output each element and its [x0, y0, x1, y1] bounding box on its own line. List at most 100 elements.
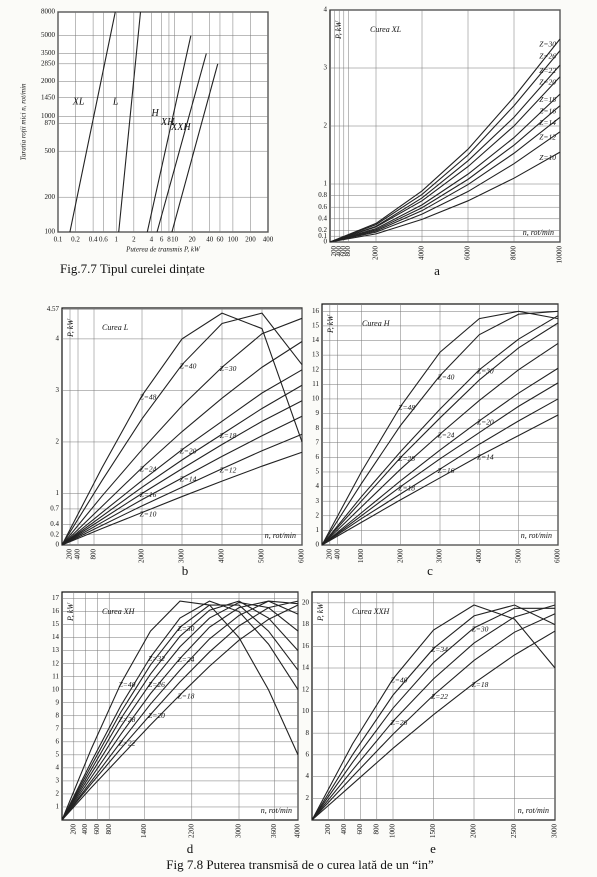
x-tick-label: 200 — [325, 549, 333, 560]
y-tick-label: 15 — [52, 620, 60, 628]
curve — [61, 317, 303, 546]
caption: c — [427, 563, 433, 578]
curve — [321, 342, 559, 546]
y-tick-label: 6 — [306, 750, 310, 758]
curve — [311, 613, 556, 821]
y-tick-label: 0 — [324, 238, 328, 246]
y-axis-label: P, kW — [334, 20, 343, 40]
curve — [61, 312, 303, 546]
curve — [329, 76, 561, 243]
y-tick-label: 4 — [56, 335, 60, 343]
y-tick-label: 11 — [52, 672, 59, 680]
y-tick-label: 12 — [302, 685, 310, 693]
x-tick-label: 1400 — [140, 824, 148, 839]
y-tick-label: 5 — [56, 750, 60, 758]
curve — [61, 433, 303, 546]
curve — [61, 600, 299, 821]
series-label: Z=20 — [539, 77, 556, 86]
curve — [61, 600, 299, 821]
y-tick-label: 9 — [316, 409, 320, 417]
caption: b — [182, 563, 189, 578]
series-label: Z=16 — [438, 466, 455, 475]
caption: Fig.7.7 Tipul curelei dințate — [60, 261, 205, 276]
y-tick-label: 2 — [316, 511, 320, 519]
curve — [311, 607, 555, 821]
y-tick-label: 1 — [56, 489, 60, 497]
x-tick-label: 0.2 — [71, 236, 80, 244]
series-label: Z=20 — [148, 711, 165, 720]
curve — [321, 315, 559, 546]
x-tick-label: 400 — [340, 824, 348, 835]
curve — [61, 369, 303, 546]
figure-caption: Fig 7.8 Puterea transmisă de o curea lat… — [166, 857, 434, 872]
y-tick-label: 14 — [302, 664, 310, 672]
x-tick-label: 400 — [74, 549, 82, 560]
x-tick-label: 20 — [189, 236, 197, 244]
y-tick-label: 11 — [312, 380, 319, 388]
curve — [61, 604, 299, 821]
y-tick-label: 1 — [324, 180, 328, 188]
x-tick-label: 2000 — [138, 549, 146, 564]
series-label: Z=40 — [180, 361, 197, 370]
x-tick-label: 2000 — [396, 549, 404, 564]
series-label: Z=10 — [539, 153, 556, 162]
y-axis-label: P, kW — [66, 602, 75, 622]
y-tick-label: 2000 — [41, 77, 56, 85]
y-axis-label: P, kW — [316, 602, 325, 622]
curve — [61, 600, 299, 821]
series-label: Z=18 — [178, 692, 195, 701]
series-label: Z=26 — [539, 51, 556, 60]
y-tick-label: 7 — [316, 438, 320, 446]
y-tick-label: 100 — [45, 228, 56, 236]
x-tick-label: 60 — [216, 236, 224, 244]
x-tick-label: 3000 — [551, 824, 559, 839]
curve — [61, 600, 299, 821]
x-tick-label: 200 — [324, 824, 332, 835]
series-label: Z=20 — [477, 418, 494, 427]
y-tick-label: 0 — [56, 541, 60, 549]
x-tick-label: 6000 — [554, 549, 562, 564]
curve — [61, 451, 303, 546]
x-tick-label: 0.4 — [89, 236, 98, 244]
y-tick-label: 12 — [52, 659, 60, 667]
x-tick-label: 3000 — [436, 549, 444, 564]
series-label: Z=40 — [438, 372, 455, 381]
x-axis-label: n, rot/min — [518, 806, 549, 815]
x-tick-label: 600 — [356, 824, 364, 835]
series-label: Z=40 — [391, 676, 408, 685]
x-tick-label: 10 — [171, 236, 179, 244]
x-tick-label: 800 — [105, 824, 113, 835]
series-label: Z=30 — [178, 624, 195, 633]
x-tick-label: 2500 — [510, 824, 518, 839]
y-tick-label: 0.8 — [318, 191, 327, 199]
series-label: Z=18 — [220, 431, 237, 440]
x-tick-label: 4000 — [418, 246, 426, 261]
y-tick-label: 15 — [312, 322, 320, 330]
curve — [329, 151, 561, 243]
series-label: Z=12 — [220, 465, 237, 474]
y-tick-label: 5000 — [41, 31, 56, 39]
y-tick-label: 3 — [56, 386, 60, 394]
y-tick-label: 2 — [56, 438, 60, 446]
y-tick-label: 2 — [56, 790, 60, 798]
x-tick-label: 5000 — [258, 549, 266, 564]
y-tick-label: 6 — [56, 737, 60, 745]
series-label: Z=14 — [180, 475, 197, 484]
series-label: Z=26 — [148, 680, 165, 689]
chart-title: Curea XL — [370, 25, 402, 34]
series-label: Z=48 — [398, 403, 415, 412]
curve — [61, 341, 303, 546]
x-tick-label: 4000 — [475, 549, 483, 564]
y-tick-label: 0.1 — [318, 232, 327, 240]
x-axis-label: n, rot/min — [265, 531, 296, 540]
x-tick-label: 400 — [263, 236, 274, 244]
x-tick-label: 1500 — [429, 824, 437, 839]
y-tick-label: 0 — [316, 541, 320, 549]
curve — [329, 93, 561, 243]
curve — [321, 382, 559, 546]
y-tick-label: 4 — [324, 6, 328, 14]
y-tick-label: 0.4 — [50, 520, 59, 528]
y-tick-label: 14 — [312, 336, 320, 344]
x-tick-label: 3600 — [270, 824, 278, 839]
